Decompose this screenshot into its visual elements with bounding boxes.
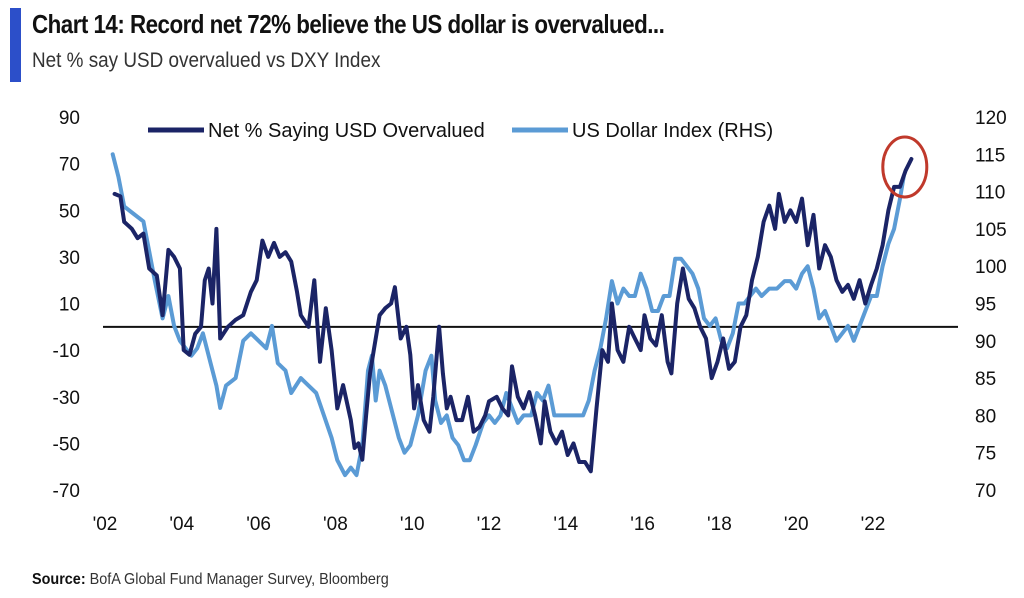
source-text: BofA Global Fund Manager Survey, Bloombe… [89,571,389,588]
y-right-tick-label: 95 [975,295,996,316]
y-right-tick-label: 110 [975,183,1005,204]
y-right-tick-label: 115 [975,145,1005,166]
legend-label-net: Net % Saying USD Overvalued [208,120,485,142]
y-right-tick-label: 80 [975,406,996,427]
y-left-tick-label: -50 [53,434,80,455]
series-line-net [112,157,914,474]
y-right-tick-label: 90 [975,332,996,353]
x-axis: '02 '04 '06 '08 '10 '12 '14 '16 '18 '20 '22 [93,514,886,535]
y-left-tick-label: 10 [59,295,80,316]
series-layer [110,152,914,478]
y-right-tick-label: 100 [975,257,1007,278]
x-tick-label: '08 [323,514,348,535]
x-tick-label: '22 [861,514,886,535]
x-tick-label: '18 [707,514,732,535]
y-right-tick-label: 70 [975,481,996,502]
x-tick-label: '16 [630,514,655,535]
source-label: Source: [32,571,86,588]
x-tick-label: '12 [477,514,502,535]
y-left-tick-label: -70 [53,481,80,502]
y-right-tick-label: 75 [975,444,996,465]
x-tick-label: '14 [553,514,578,535]
y-left-tick-label: 90 [59,108,80,129]
page-subtitle: Net % say USD overvalued vs DXY Index [32,49,381,72]
y-right-tick-label: 120 [975,108,1007,129]
y-left-axis: 90 70 50 30 10 -10 -30 -50 -70 [53,108,80,502]
y-left-tick-label: 30 [59,248,80,269]
y-right-tick-label: 85 [975,369,996,390]
series-line-dxy [110,152,906,478]
x-tick-label: '06 [246,514,271,535]
legend-label-dxy: US Dollar Index (RHS) [572,120,773,142]
y-left-tick-label: -10 [53,341,80,362]
legend: Net % Saying USD Overvalued US Dollar In… [148,120,773,142]
highlight-circle [881,135,929,199]
x-tick-label: '10 [400,514,425,535]
title-accent-bar [10,8,21,82]
x-tick-label: '20 [784,514,809,535]
source-note: Source: BofA Global Fund Manager Survey,… [32,571,389,589]
y-right-axis: 120 115 110 105 100 95 90 85 80 75 70 [975,108,1007,502]
y-right-tick-label: 105 [975,220,1007,241]
y-left-tick-label: 50 [59,201,80,222]
y-left-tick-label: -30 [53,388,80,409]
x-tick-label: '02 [93,514,118,535]
x-tick-label: '04 [169,514,194,535]
page-title: Chart 14: Record net 72% believe the US … [32,9,665,39]
y-left-tick-label: 70 [59,155,80,176]
